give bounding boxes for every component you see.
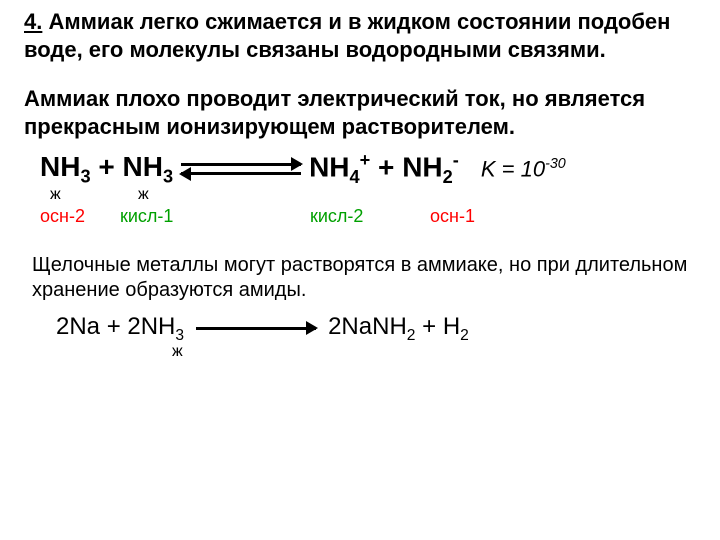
eq1-K-exp: -30 xyxy=(545,156,566,172)
eq1-rhs2: NH xyxy=(402,151,442,182)
eq1-rhs2-sup: - xyxy=(453,150,459,170)
eq1-rhs: NH4+ + NH2- xyxy=(309,150,459,188)
eq1-rhs1-sup: + xyxy=(360,150,371,170)
eq1-K-label: K xyxy=(481,156,496,181)
eq1-plus2: + xyxy=(370,151,402,182)
paragraph-2: Аммиак плохо проводит электрический ток,… xyxy=(24,85,696,140)
eq1-rhs2-sub: 2 xyxy=(443,167,453,187)
eq2-lhs-sub: 3 xyxy=(175,327,184,344)
eq1-lhs1-sub: 3 xyxy=(80,166,90,186)
eq2-rhs-text: 2NaNH xyxy=(328,313,407,340)
eq2-lhs: 2Na + 2NH3 xyxy=(56,313,184,345)
equation-2-row: 2Na + 2NH3 2NaNH2 + H2 xyxy=(56,313,696,345)
eq1-lhs: NH3 + NH3 xyxy=(40,151,173,188)
eq1-role-labels: осн-2 кисл-1 кисл-2 осн-1 xyxy=(40,206,696,227)
eq1-K-eq: = 10 xyxy=(496,156,546,181)
paragraph-1: 4. Аммиак легко сжимается и в жидком сос… xyxy=(24,8,696,63)
eq2-phase-label: ж xyxy=(56,343,232,361)
role-label-osn2: осн-2 xyxy=(40,206,120,227)
role-label-kisl1: кисл-1 xyxy=(120,206,290,227)
eq1-lhs2-sub: 3 xyxy=(163,166,173,186)
eq1-rhs1: NH xyxy=(309,151,349,182)
slide-root: 4. Аммиак легко сжимается и в жидком сос… xyxy=(0,0,720,369)
equilibrium-arrow-icon xyxy=(181,158,301,180)
eq2-rhs-plus: + H xyxy=(415,313,460,340)
paragraph-1-text: Аммиак легко сжимается и в жидком состоя… xyxy=(24,9,670,62)
eq1-K-value: K = 10-30 xyxy=(481,156,566,182)
role-label-kisl2: кисл-2 xyxy=(290,206,430,227)
eq2-lhs-text: 2Na + 2NH xyxy=(56,313,175,340)
eq1-phase-labels: ж ж xyxy=(40,186,696,204)
phase-label-2: ж xyxy=(110,186,208,204)
eq2-rhs: 2NaNH2 + H2 xyxy=(328,313,469,345)
equation-1-row: NH3 + NH3 NH4+ + NH2- K = 10-30 xyxy=(40,150,696,188)
section-number: 4. xyxy=(24,9,42,34)
eq1-plus1: + xyxy=(91,151,123,182)
role-label-osn1: осн-1 xyxy=(430,206,510,227)
eq2-phase-labels: ж xyxy=(56,343,696,361)
eq1-rhs1-sub: 4 xyxy=(350,167,360,187)
phase-label-1: ж xyxy=(40,186,110,204)
eq2-rhs2-sub: 2 xyxy=(460,327,469,344)
reaction-arrow-icon xyxy=(196,322,316,336)
eq1-lhs2: NH xyxy=(123,151,163,182)
footnote-text: Щелочные металлы могут растворятся в амм… xyxy=(32,253,688,303)
eq1-lhs1: NH xyxy=(40,151,80,182)
